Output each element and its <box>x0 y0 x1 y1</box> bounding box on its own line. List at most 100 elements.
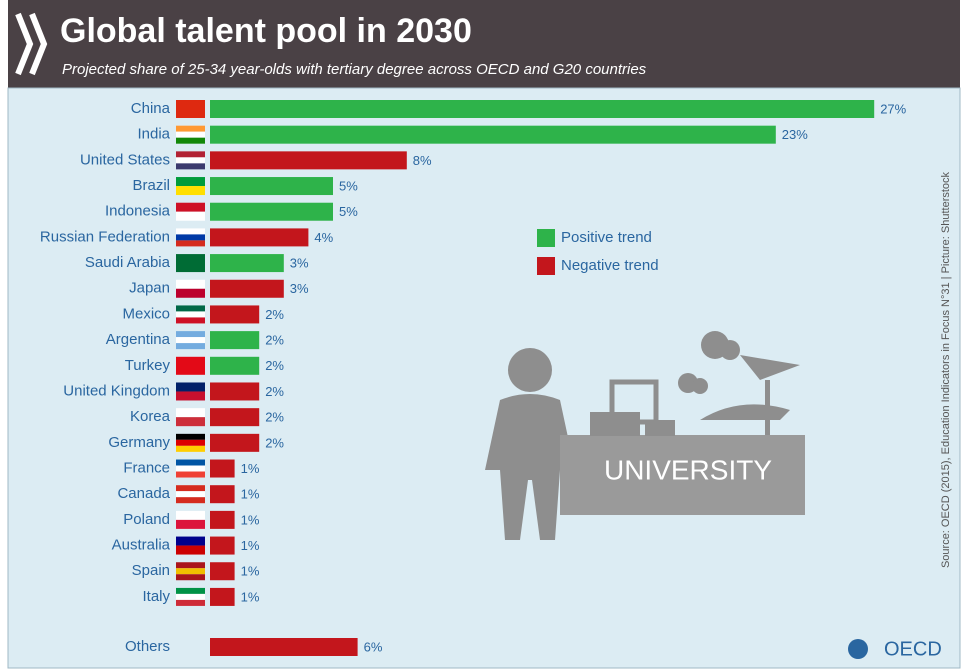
value-label: 23% <box>782 127 808 142</box>
flag <box>176 202 205 212</box>
logo-chevrons <box>15 12 48 76</box>
category-label: Canada <box>117 485 170 502</box>
bar <box>210 562 235 581</box>
bar <box>210 638 358 656</box>
logo-text: OECD <box>884 638 942 660</box>
category-label: Korea <box>130 408 171 425</box>
flag <box>176 433 205 440</box>
flag <box>176 279 205 289</box>
flag <box>176 417 205 427</box>
flag <box>176 131 205 138</box>
value-label: 5% <box>339 178 358 193</box>
flag <box>176 459 205 466</box>
value-label: 1% <box>241 461 260 476</box>
category-label: Australia <box>112 537 171 554</box>
category-label: Saudi Arabia <box>85 254 171 271</box>
category-label: Mexico <box>122 305 170 322</box>
flag <box>176 445 205 452</box>
chart-subtitle: Projected share of 25-34 year-olds with … <box>62 61 647 78</box>
category-label: Russian Federation <box>40 228 170 245</box>
bar <box>210 356 260 375</box>
value-label: 3% <box>290 256 309 271</box>
value-label: 1% <box>241 589 260 604</box>
flag <box>176 465 205 472</box>
flag <box>176 574 205 581</box>
flag <box>176 157 205 164</box>
value-label: 4% <box>314 230 333 245</box>
value-label: 27% <box>880 101 906 116</box>
flag <box>176 391 205 401</box>
value-label: 2% <box>265 410 284 425</box>
bar <box>210 459 235 478</box>
flag <box>176 356 205 375</box>
flag <box>176 177 205 187</box>
bar <box>210 331 260 350</box>
flag <box>176 137 205 144</box>
bar <box>210 433 260 452</box>
bar <box>210 382 260 401</box>
bar <box>210 587 235 606</box>
value-label: 2% <box>265 358 284 373</box>
flag <box>176 186 205 196</box>
flag <box>176 305 205 312</box>
value-label: 5% <box>339 204 358 219</box>
legend-label: Positive trend <box>561 229 652 246</box>
source-note: Source: OECD (2015), Education Indicator… <box>940 171 952 568</box>
flag <box>176 240 205 247</box>
flag <box>176 234 205 241</box>
flag <box>176 254 205 273</box>
bar <box>210 408 260 427</box>
flag <box>176 485 205 492</box>
legend-swatch <box>537 229 555 247</box>
flag <box>176 382 205 392</box>
category-label: Poland <box>123 511 170 528</box>
flag <box>176 519 205 529</box>
category-label: United Kingdom <box>63 382 170 399</box>
category-label: United States <box>80 151 170 168</box>
flag <box>176 288 205 298</box>
bar <box>210 305 260 324</box>
bar <box>210 254 284 273</box>
legend-label: Negative trend <box>561 257 659 274</box>
category-label: France <box>123 459 170 476</box>
value-label: 2% <box>265 307 284 322</box>
value-label: 6% <box>364 639 383 654</box>
value-label: 8% <box>413 153 432 168</box>
value-label: 1% <box>241 512 260 527</box>
plot-background <box>7 87 961 669</box>
bar <box>210 202 333 221</box>
flag <box>176 211 205 221</box>
flag <box>176 439 205 446</box>
flag <box>176 599 205 606</box>
value-label: 1% <box>241 487 260 502</box>
category-label: Spain <box>132 562 170 579</box>
category-label: Argentina <box>106 331 171 348</box>
legend-swatch <box>537 257 555 275</box>
flag <box>176 163 205 170</box>
flag <box>176 545 205 555</box>
flag <box>176 587 205 594</box>
category-label: Italy <box>142 588 170 605</box>
flag <box>176 593 205 600</box>
header <box>8 0 960 88</box>
category-label: Japan <box>129 280 170 297</box>
logo-globe <box>848 639 868 659</box>
category-label: India <box>137 126 170 143</box>
value-label: 3% <box>290 281 309 296</box>
value-label: 1% <box>241 538 260 553</box>
flag <box>176 125 205 132</box>
flag <box>176 536 205 546</box>
bar <box>210 485 235 504</box>
value-label: 1% <box>241 564 260 579</box>
category-label: Turkey <box>125 357 171 374</box>
bar <box>210 100 875 118</box>
bar <box>210 177 333 196</box>
flag <box>176 337 205 344</box>
category-label: Indonesia <box>105 203 171 220</box>
category-label: Germany <box>108 434 170 451</box>
bar <box>210 151 407 170</box>
bar <box>210 536 235 555</box>
flag <box>176 151 205 158</box>
bar <box>210 228 309 247</box>
